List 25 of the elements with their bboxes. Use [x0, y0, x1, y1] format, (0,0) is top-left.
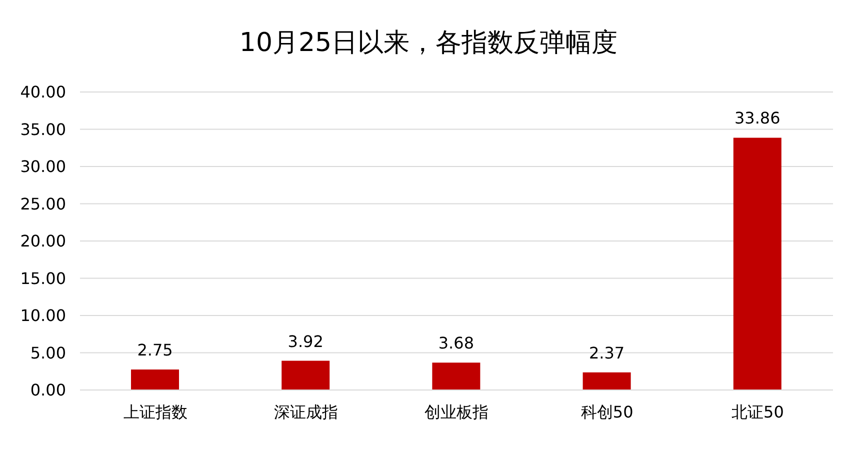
chart-title: 10月25日以来，各指数反弹幅度	[238, 27, 619, 60]
y-tick-label: 15.00	[20, 268, 66, 288]
data-label: 33.86	[734, 108, 780, 128]
data-label: 2.75	[137, 340, 173, 360]
y-tick-label: 35.00	[20, 120, 66, 139]
y-tick-label: 25.00	[20, 194, 66, 214]
x-tick-label: 深证成指	[274, 402, 338, 422]
x-tick-label: 科创50	[580, 402, 634, 422]
y-tick-label: 0.00	[30, 380, 66, 400]
data-label: 3.92	[288, 332, 324, 351]
bar	[131, 370, 179, 390]
bar	[282, 360, 330, 390]
y-tick-label: 40.00	[20, 82, 66, 102]
x-tick-label: 上证指数	[123, 402, 188, 422]
bar	[582, 372, 631, 390]
y-tick-label: 30.00	[20, 157, 66, 176]
y-tick-label: 5.00	[30, 343, 66, 362]
x-tick-label: 创业板指	[424, 402, 488, 422]
bar	[432, 362, 480, 390]
y-tick-label: 20.00	[20, 232, 66, 251]
y-tick-label: 10.00	[20, 306, 66, 326]
data-label: 2.37	[588, 343, 625, 362]
data-label: 3.68	[438, 334, 474, 353]
x-tick-label: 北证50	[732, 402, 784, 422]
bar	[733, 138, 782, 390]
